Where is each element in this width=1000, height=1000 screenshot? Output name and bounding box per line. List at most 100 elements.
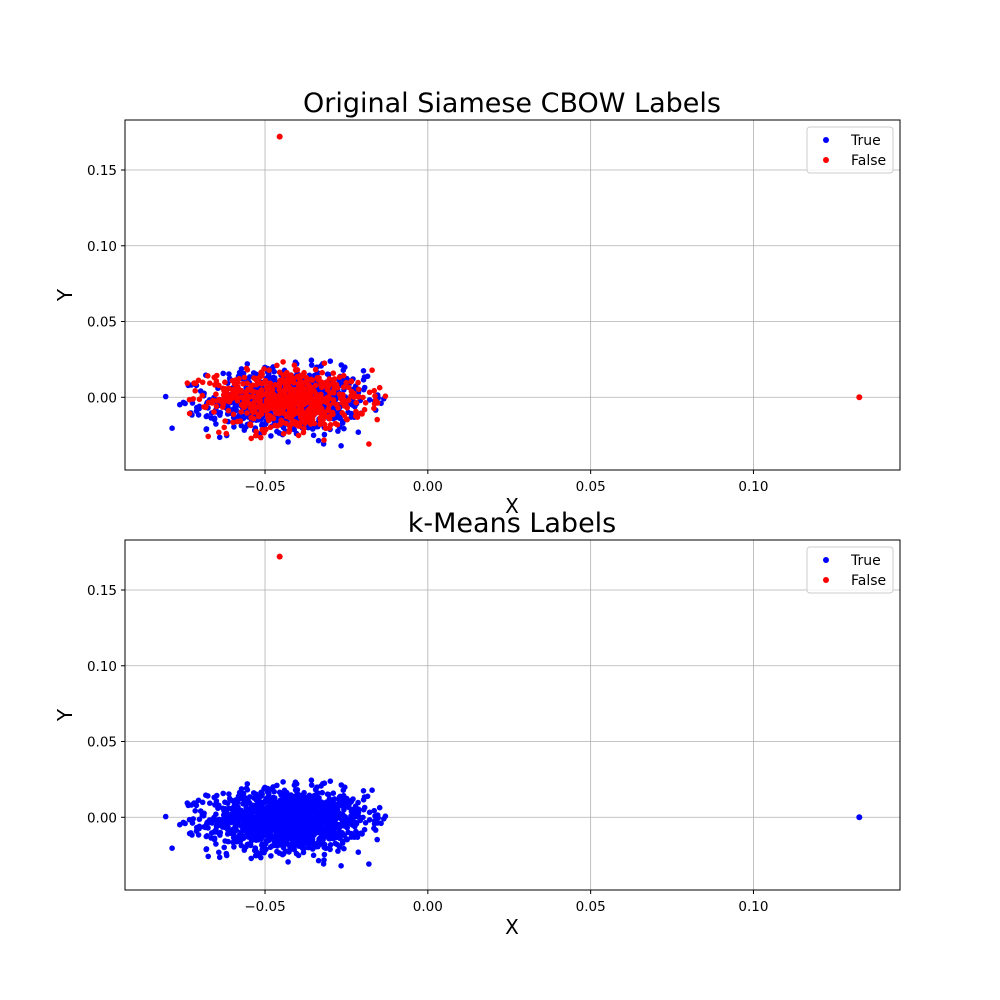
- scatter-point: [266, 787, 272, 793]
- scatter-point: [323, 395, 330, 401]
- scatter-point: [256, 805, 263, 812]
- scatter-point: [220, 790, 226, 797]
- scatter-point: [286, 823, 293, 830]
- scatter-point: [252, 845, 259, 851]
- scatter-point: [192, 808, 198, 814]
- scatter-point: [327, 842, 334, 848]
- scatter-point: [301, 401, 307, 408]
- scatter-point: [336, 810, 343, 817]
- scatter-point: [213, 403, 220, 410]
- scatter-point: [317, 841, 323, 847]
- scatter-point: [224, 809, 230, 816]
- scatter-point: [223, 430, 230, 437]
- scatter-point: [330, 797, 337, 803]
- scatter-point: [374, 836, 381, 843]
- scatter-point: [205, 853, 211, 860]
- scatter-point: [253, 432, 259, 439]
- scatter-point-outlier: [856, 814, 863, 821]
- scatter-point: [338, 863, 344, 869]
- y-tick-label: 0.10: [87, 659, 117, 675]
- scatter-point: [312, 382, 319, 389]
- axes-frame: [124, 539, 901, 891]
- scatter-point: [213, 841, 219, 847]
- scatter-point: [180, 819, 187, 826]
- scatter-point: [366, 809, 373, 816]
- scatter-point: [203, 833, 210, 840]
- scatter-point: [366, 441, 372, 447]
- scatter-point: [216, 849, 222, 856]
- scatter-point: [335, 848, 341, 854]
- scatter-point: [321, 851, 328, 858]
- scatter-point: [271, 368, 278, 375]
- scatter-point: [185, 802, 192, 809]
- scatter-point: [224, 831, 231, 837]
- scatter-point: [336, 374, 343, 381]
- scatter-point: [222, 379, 228, 386]
- scatter-point: [240, 381, 246, 387]
- scatter-point: [360, 394, 366, 401]
- scatter-point: [282, 802, 289, 809]
- scatter-point: [211, 409, 217, 415]
- scatter-point: [229, 798, 236, 804]
- scatter-point: [297, 792, 304, 799]
- scatter-point: [330, 831, 336, 838]
- scatter-point: [323, 399, 330, 406]
- scatter-point: [206, 819, 212, 826]
- scatter-point: [317, 837, 324, 843]
- scatter-point: [340, 384, 347, 390]
- scatter-point: [280, 359, 286, 365]
- scatter-point: [277, 799, 283, 805]
- scatter-point: [355, 386, 362, 393]
- scatter-point: [255, 833, 262, 840]
- scatter-point: [295, 432, 302, 439]
- scatter-point: [361, 384, 368, 391]
- scatter-point: [284, 369, 290, 376]
- scatter-point: [223, 850, 230, 857]
- scatter-point: [205, 433, 211, 440]
- scatter-point: [216, 854, 223, 861]
- scatter-point: [222, 397, 229, 403]
- scatter-point: [285, 439, 291, 445]
- scatter-point: [224, 800, 231, 806]
- x-axis-label: X: [505, 915, 519, 939]
- scatter-point: [340, 787, 347, 793]
- scatter-point: [252, 406, 258, 412]
- scatter-point: [287, 423, 293, 430]
- scatter-point: [268, 433, 274, 439]
- y-axis-label: Y: [53, 708, 77, 722]
- legend-label-true: True: [850, 133, 881, 149]
- scatter-point: [257, 793, 264, 800]
- scatter-point: [343, 379, 350, 386]
- scatter-point: [190, 396, 196, 402]
- y-axis-label: Y: [53, 288, 77, 302]
- scatter-point: [361, 804, 368, 811]
- scatter-point: [359, 831, 365, 837]
- scatter-point: [299, 380, 306, 386]
- scatter-point: [220, 823, 226, 830]
- scatter-point: [321, 857, 327, 863]
- scatter-point: [327, 778, 334, 784]
- scatter-point: [306, 409, 312, 416]
- scatter-point: [243, 391, 249, 397]
- scatter-point: [203, 426, 209, 433]
- scatter-point: [285, 859, 291, 865]
- scatter-point: [292, 367, 299, 373]
- chart-title: k-Means Labels: [408, 508, 617, 539]
- scatter-point: [189, 832, 195, 838]
- scatter-point: [286, 830, 292, 836]
- scatter-point: [330, 411, 336, 418]
- scatter-point: [299, 845, 306, 851]
- scatter-point: [318, 391, 324, 398]
- scatter-point: [203, 413, 210, 420]
- scatter-point: [371, 807, 378, 814]
- scatter-point: [360, 797, 367, 803]
- scatter-point: [208, 830, 215, 836]
- scatter-point: [208, 415, 214, 421]
- legend-marker-false: [823, 577, 829, 583]
- scatter-point: [230, 419, 236, 426]
- scatter-point: [307, 837, 313, 844]
- scatter-point: [221, 424, 227, 431]
- scatter-point-outlier: [856, 394, 863, 401]
- scatter-point: [263, 384, 270, 391]
- scatter-point: [254, 381, 261, 387]
